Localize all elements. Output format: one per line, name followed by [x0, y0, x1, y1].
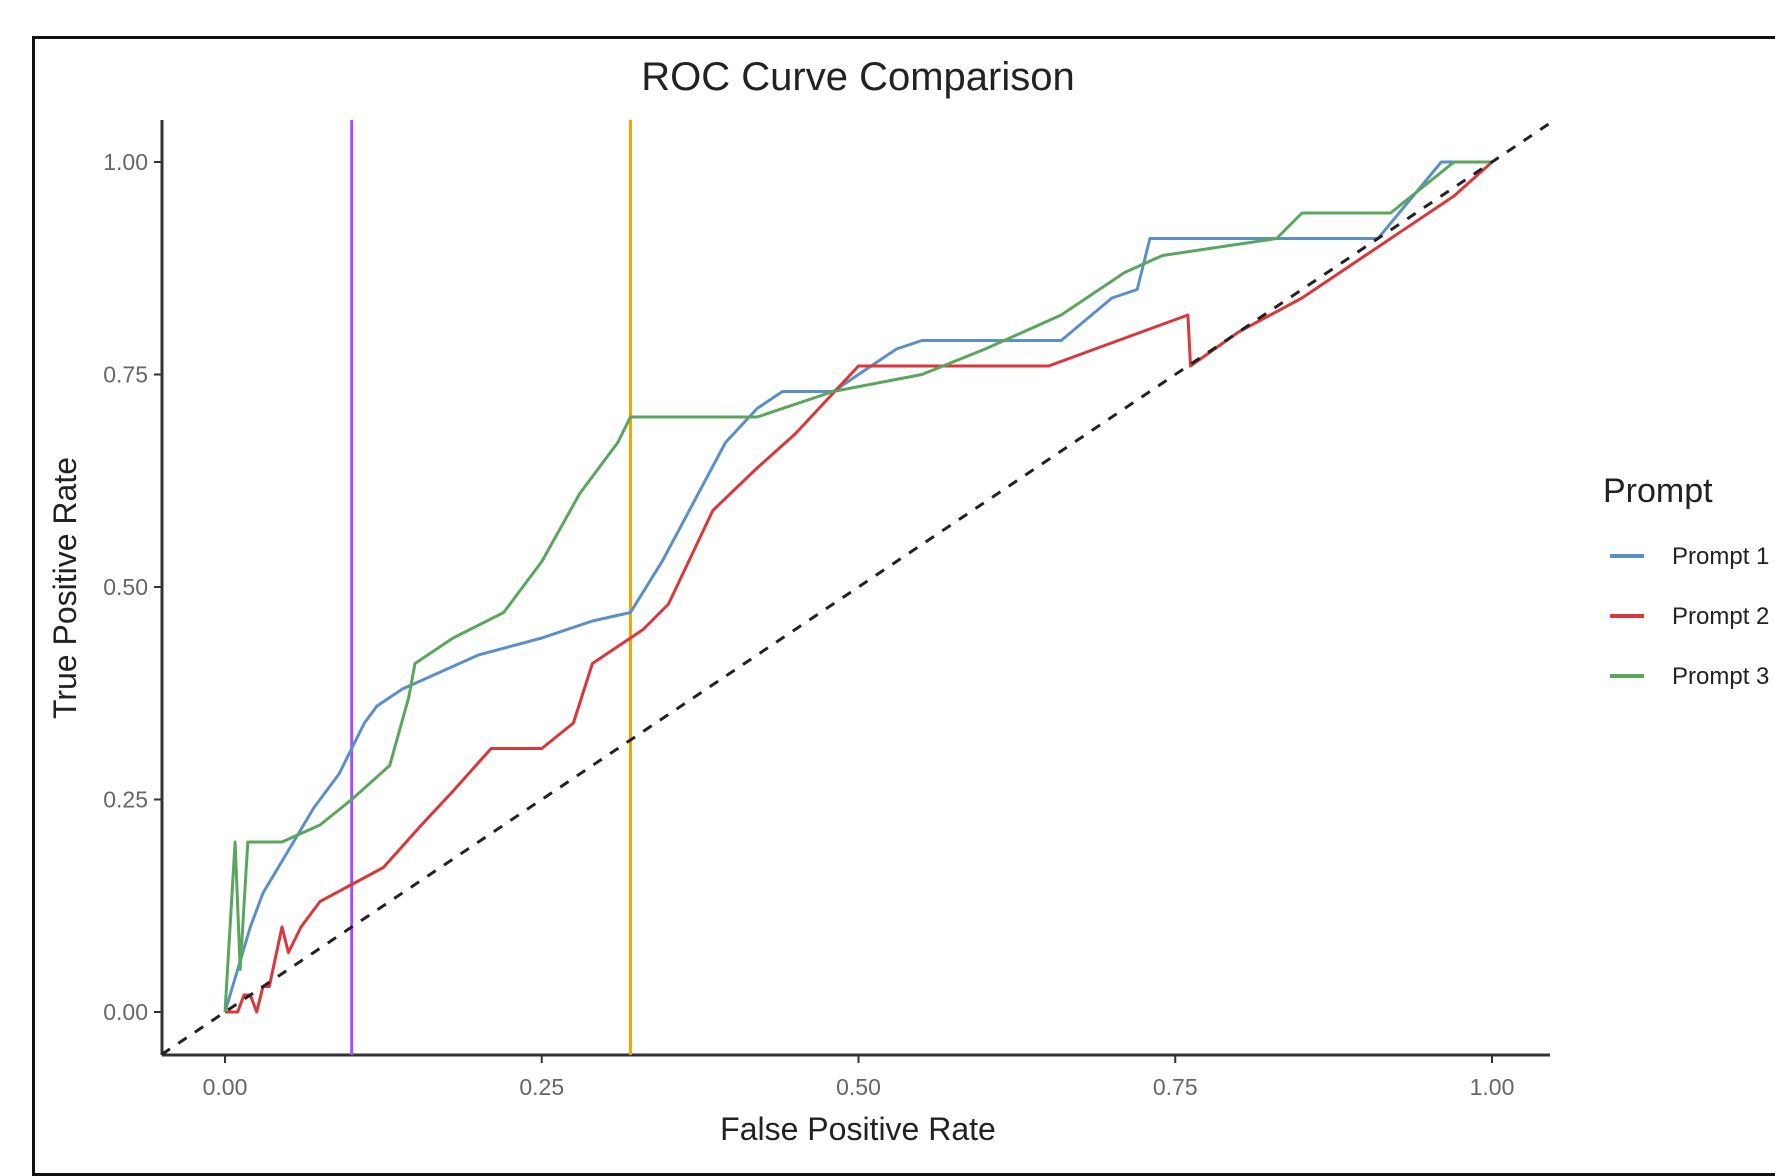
chart-title: ROC Curve Comparison: [641, 55, 1074, 99]
legend-title: Prompt: [1603, 472, 1713, 510]
series-line: [225, 160, 1494, 1014]
series-line: [223, 160, 1492, 1013]
diagonal-reference-line: [160, 118, 1557, 1056]
legend-label: Prompt 1: [1672, 543, 1769, 570]
legend: Prompt Prompt 1 Prompt 2 Prompt 3: [1603, 472, 1769, 690]
y-tick-label: 1.00: [103, 149, 148, 175]
x-axis-title: False Positive Rate: [720, 1111, 996, 1143]
y-tick-label: 0.75: [103, 362, 148, 388]
y-tick-label: 0.25: [103, 787, 148, 813]
x-tick-label: 0.25: [519, 1074, 564, 1100]
y-axis-title: True Positive Rate: [47, 457, 83, 719]
x-tick-label: 0.00: [203, 1074, 248, 1100]
y-tick-label: 0.50: [103, 574, 148, 600]
chart-frame: [32, 36, 1775, 1176]
legend-label: Prompt 2: [1672, 603, 1769, 630]
x-tick-label: 1.00: [1470, 1074, 1515, 1100]
y-tick-label: 0.00: [103, 999, 148, 1025]
axes: [160, 120, 1550, 1057]
legend-label: Prompt 3: [1672, 663, 1769, 690]
x-tick-label: 0.75: [1153, 1074, 1198, 1100]
series-line: [223, 160, 1492, 1013]
plot-area: [160, 118, 1557, 1056]
x-tick-label: 0.50: [836, 1074, 881, 1100]
roc-chart: ROC Curve Comparison False Positive Rate…: [47, 55, 1769, 1143]
ticks: 0.00 0.00 0.25 0.25 0.50 0.50 0.75 0.75 1.00 1.00: [103, 149, 1514, 1100]
